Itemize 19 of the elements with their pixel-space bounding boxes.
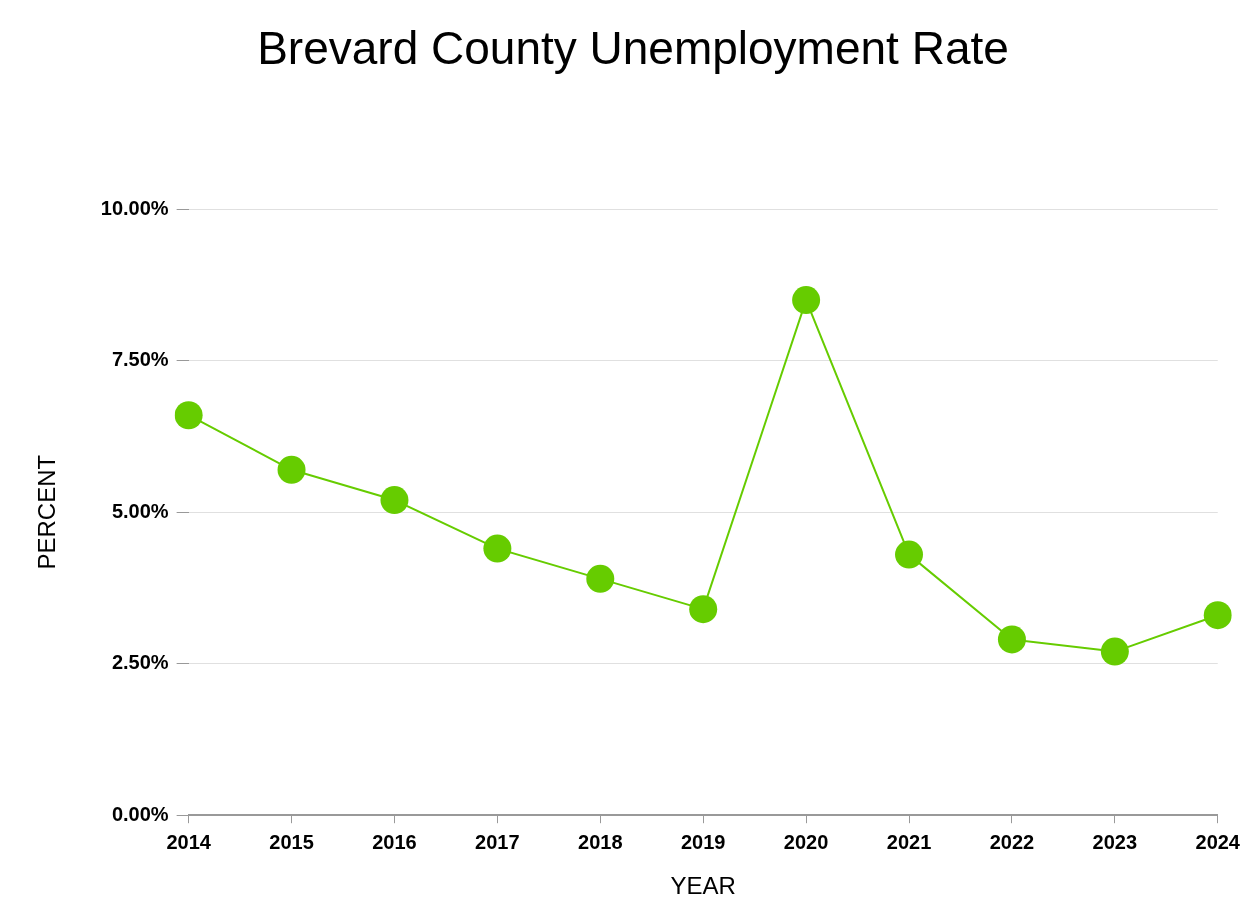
- y-tick-label: 0.00%: [111, 802, 169, 825]
- x-tick-label: 2014: [166, 830, 212, 853]
- x-tick-label: 2021: [886, 830, 932, 853]
- x-tick-label: 2023: [1092, 830, 1138, 853]
- chart-title: Brevard County Unemployment Rate: [257, 22, 1009, 75]
- x-tick-label: 2018: [578, 830, 623, 853]
- x-tick-label: 2016: [372, 830, 417, 853]
- x-tick-label: 2017: [475, 830, 520, 853]
- y-tick-label: 10.00%: [100, 196, 169, 219]
- x-tick-label: 2024: [1195, 830, 1241, 853]
- x-tick-label: 2019: [680, 830, 726, 853]
- y-tick-label: 7.50%: [111, 348, 169, 371]
- x-tick-label: 2015: [269, 830, 314, 853]
- y-axis-title: PERCENT: [33, 454, 61, 570]
- y-tick-label: 5.00%: [111, 499, 169, 522]
- x-tick-label: 2020: [783, 830, 829, 853]
- x-axis-title: YEAR: [670, 872, 736, 900]
- y-tick-label: 2.50%: [111, 651, 169, 674]
- x-tick-label: 2022: [989, 830, 1035, 853]
